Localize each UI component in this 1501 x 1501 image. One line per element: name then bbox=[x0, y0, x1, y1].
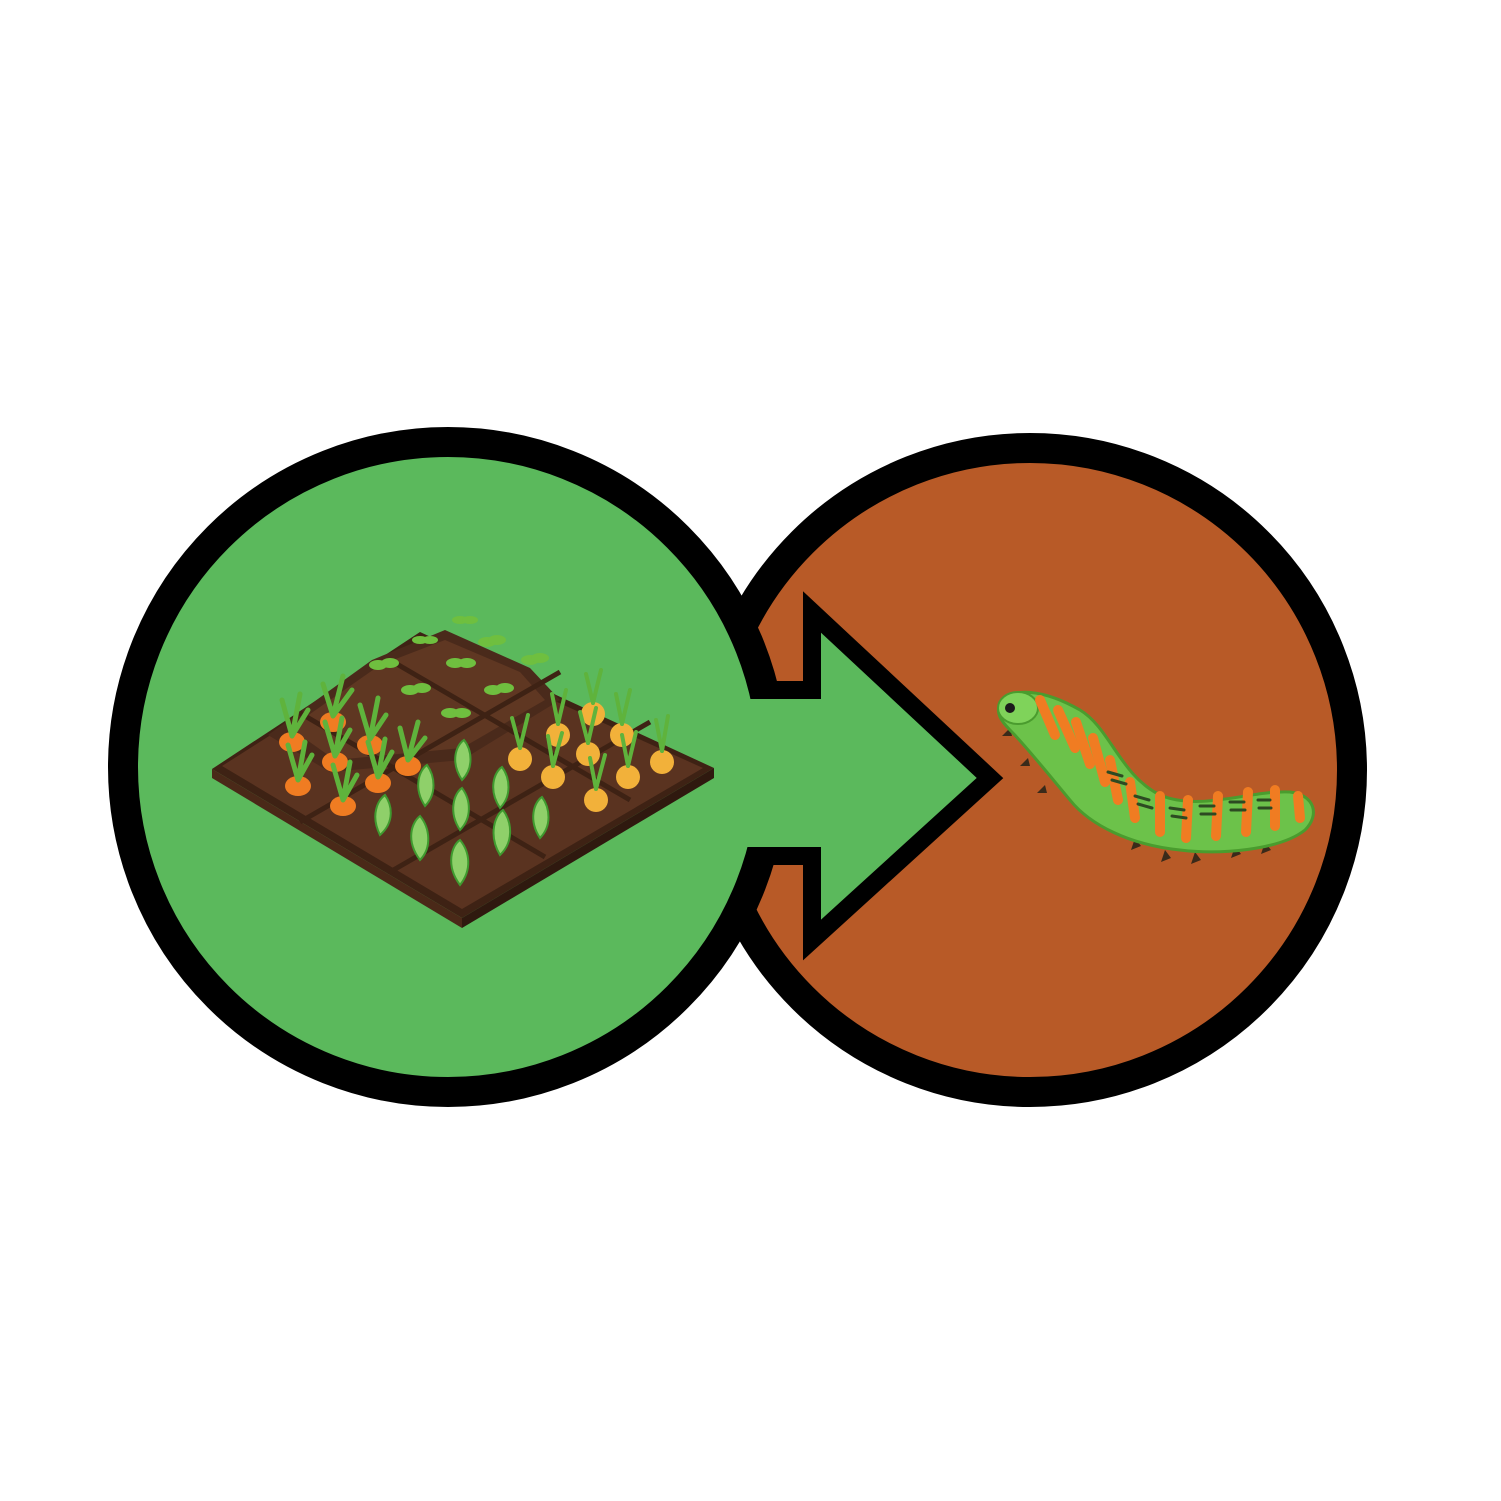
onion-group bbox=[508, 668, 674, 812]
arrow-right-icon bbox=[740, 591, 1004, 961]
lettuce-group bbox=[374, 738, 550, 887]
arrow-join bbox=[740, 699, 800, 847]
caterpillar-eye bbox=[1005, 703, 1015, 713]
vegetable-garden-icon bbox=[212, 616, 714, 928]
caterpillar-icon bbox=[996, 690, 1315, 864]
carrot-group bbox=[279, 673, 428, 816]
